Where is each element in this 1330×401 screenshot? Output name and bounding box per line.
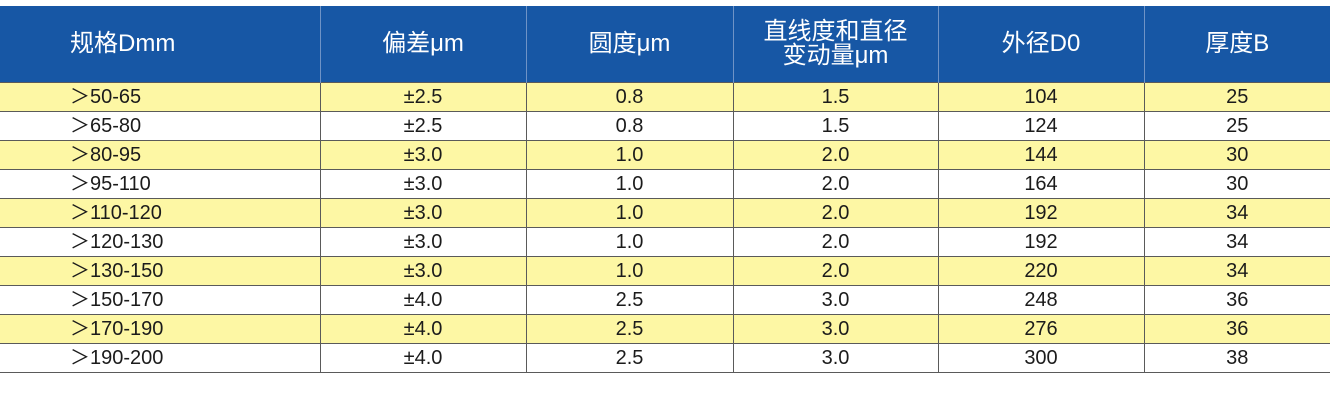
cell-roundness: 0.8 [526, 111, 734, 141]
cell-outer-diameter: 192 [938, 198, 1145, 228]
cell-straightness: 1.5 [733, 111, 939, 141]
table-header: 规格Dmm 偏差μm 圆度μm 直线度和直径 变动量μm 外径D0 厚度B [0, 6, 1330, 83]
cell-roundness: 1.0 [526, 227, 734, 257]
cell-thickness: 34 [1144, 227, 1330, 257]
cell-thickness: 38 [1144, 343, 1330, 373]
header-text: 直线度和直径 [763, 18, 908, 45]
cell-thickness: 36 [1144, 285, 1330, 315]
header-spec: 规格Dmm [0, 6, 321, 83]
cell-tolerance: ±2.5 [320, 111, 527, 141]
cell-spec: ＞50-65 [0, 82, 321, 112]
cell-outer-diameter: 124 [938, 111, 1145, 141]
header-text: 规格Dmm [70, 30, 176, 57]
cell-thickness: 34 [1144, 256, 1330, 286]
cell-spec: ＞130-150 [0, 256, 321, 286]
cell-roundness: 2.5 [526, 285, 734, 315]
cell-thickness: 25 [1144, 82, 1330, 112]
cell-tolerance: ±2.5 [320, 82, 527, 112]
cell-thickness: 34 [1144, 198, 1330, 228]
cell-roundness: 1.0 [526, 256, 734, 286]
header-thickness: 厚度B [1144, 6, 1330, 83]
cell-tolerance: ±3.0 [320, 169, 527, 199]
table-body: ＞50-65 ±2.5 0.8 1.5 104 25 ＞65-80 ±2.5 0.8 1.5 124… [0, 82, 1330, 373]
header-text: 偏差μm [382, 30, 464, 57]
cell-outer-diameter: 300 [938, 343, 1145, 373]
table-row: ＞50-65 ±2.5 0.8 1.5 104 25 [0, 82, 1330, 112]
table-row: ＞120-130 ±3.0 1.0 2.0 192 34 [0, 227, 1330, 257]
header-straightness: 直线度和直径 变动量μm [733, 6, 939, 83]
header-text: 圆度μm [588, 30, 671, 57]
table-row: ＞65-80 ±2.5 0.8 1.5 124 25 [0, 111, 1330, 141]
cell-spec: ＞150-170 [0, 285, 321, 315]
cell-roundness: 0.8 [526, 82, 734, 112]
header-tolerance: 偏差μm [320, 6, 527, 83]
cell-outer-diameter: 164 [938, 169, 1145, 199]
cell-straightness: 3.0 [733, 285, 939, 315]
cell-spec: ＞170-190 [0, 314, 321, 344]
table-row: ＞130-150 ±3.0 1.0 2.0 220 34 [0, 256, 1330, 286]
spec-table: 规格Dmm 偏差μm 圆度μm 直线度和直径 变动量μm 外径D0 厚度B ＞50-65 ±2… [0, 6, 1330, 373]
cell-roundness: 1.0 [526, 140, 734, 170]
header-text: 外径D0 [1001, 30, 1081, 57]
cell-spec: ＞65-80 [0, 111, 321, 141]
cell-spec: ＞110-120 [0, 198, 321, 228]
header-roundness: 圆度μm [526, 6, 734, 83]
cell-straightness: 2.0 [733, 140, 939, 170]
table-row: ＞110-120 ±3.0 1.0 2.0 192 34 [0, 198, 1330, 228]
cell-thickness: 30 [1144, 140, 1330, 170]
table-row: ＞170-190 ±4.0 2.5 3.0 276 36 [0, 314, 1330, 344]
cell-spec: ＞95-110 [0, 169, 321, 199]
cell-spec: ＞190-200 [0, 343, 321, 373]
cell-outer-diameter: 144 [938, 140, 1145, 170]
spec-table-container: 规格Dmm 偏差μm 圆度μm 直线度和直径 变动量μm 外径D0 厚度B ＞50-65 ±2… [0, 6, 1330, 373]
cell-straightness: 2.0 [733, 169, 939, 199]
cell-thickness: 36 [1144, 314, 1330, 344]
table-row: ＞80-95 ±3.0 1.0 2.0 144 30 [0, 140, 1330, 170]
cell-roundness: 1.0 [526, 169, 734, 199]
cell-tolerance: ±3.0 [320, 140, 527, 170]
cell-straightness: 3.0 [733, 343, 939, 373]
header-row: 规格Dmm 偏差μm 圆度μm 直线度和直径 变动量μm 外径D0 厚度B [0, 6, 1330, 83]
header-text: 变动量μm [782, 42, 889, 69]
cell-roundness: 2.5 [526, 314, 734, 344]
cell-spec: ＞120-130 [0, 227, 321, 257]
table-row: ＞190-200 ±4.0 2.5 3.0 300 38 [0, 343, 1330, 373]
cell-straightness: 2.0 [733, 227, 939, 257]
header-text: 厚度B [1205, 30, 1270, 57]
cell-straightness: 3.0 [733, 314, 939, 344]
table-row: ＞95-110 ±3.0 1.0 2.0 164 30 [0, 169, 1330, 199]
cell-straightness: 1.5 [733, 82, 939, 112]
cell-roundness: 2.5 [526, 343, 734, 373]
header-outer-diameter: 外径D0 [938, 6, 1145, 83]
cell-outer-diameter: 104 [938, 82, 1145, 112]
cell-thickness: 25 [1144, 111, 1330, 141]
cell-straightness: 2.0 [733, 256, 939, 286]
cell-tolerance: ±3.0 [320, 256, 527, 286]
cell-outer-diameter: 220 [938, 256, 1145, 286]
cell-straightness: 2.0 [733, 198, 939, 228]
cell-spec: ＞80-95 [0, 140, 321, 170]
cell-outer-diameter: 248 [938, 285, 1145, 315]
cell-thickness: 30 [1144, 169, 1330, 199]
cell-tolerance: ±4.0 [320, 285, 527, 315]
cell-outer-diameter: 276 [938, 314, 1145, 344]
cell-tolerance: ±4.0 [320, 314, 527, 344]
cell-tolerance: ±3.0 [320, 227, 527, 257]
table-row: ＞150-170 ±4.0 2.5 3.0 248 36 [0, 285, 1330, 315]
cell-tolerance: ±3.0 [320, 198, 527, 228]
cell-roundness: 1.0 [526, 198, 734, 228]
cell-tolerance: ±4.0 [320, 343, 527, 373]
cell-outer-diameter: 192 [938, 227, 1145, 257]
